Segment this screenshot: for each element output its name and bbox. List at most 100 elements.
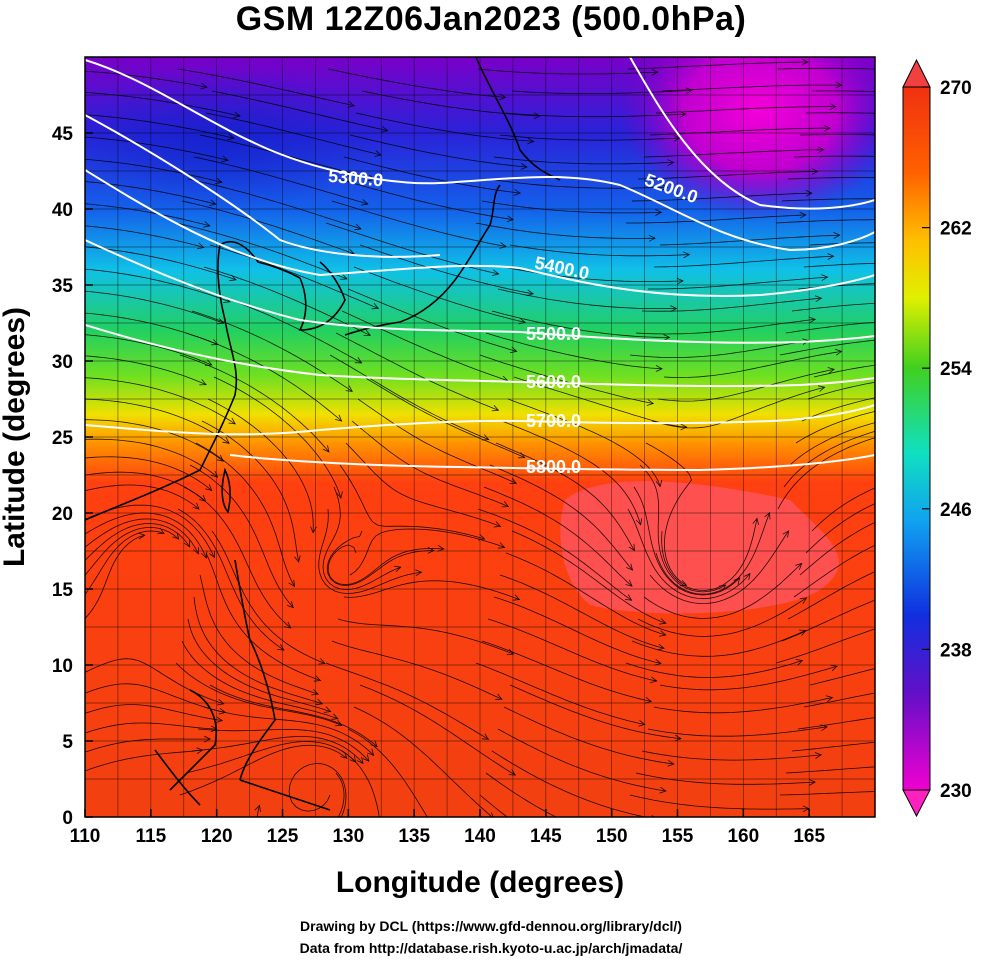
streamline bbox=[209, 684, 378, 747]
streamline bbox=[85, 246, 237, 281]
contour-label-5500: 5500.0 bbox=[526, 324, 581, 344]
streamline-arrow bbox=[952, 70, 958, 76]
streamline bbox=[211, 90, 388, 131]
streamline bbox=[179, 354, 330, 453]
streamline-arrow bbox=[362, 754, 370, 762]
streamline bbox=[795, 410, 875, 444]
grid bbox=[85, 57, 875, 817]
streamline bbox=[85, 738, 211, 753]
streamline bbox=[477, 508, 632, 601]
streamline bbox=[493, 156, 674, 165]
streamline bbox=[337, 618, 514, 655]
streamline bbox=[487, 178, 668, 189]
x-axis-ticks: 110 115 120 125 130 135 140 145 150 155 160 165 bbox=[70, 809, 825, 847]
streamline-arrow bbox=[657, 643, 665, 651]
streamline-arrow bbox=[799, 211, 807, 219]
streamline bbox=[477, 68, 658, 75]
streamline-arrow bbox=[659, 618, 667, 625]
streamline-arrow bbox=[972, 280, 978, 286]
streamline bbox=[651, 386, 825, 429]
streamline-arrow bbox=[374, 150, 382, 157]
streamline-arrow bbox=[661, 183, 669, 191]
streamline bbox=[493, 596, 662, 664]
streamline bbox=[337, 178, 514, 220]
streamline bbox=[347, 728, 428, 817]
streamline bbox=[503, 706, 674, 765]
streamline bbox=[343, 156, 521, 194]
streamline bbox=[657, 368, 835, 402]
streamline-arrow bbox=[811, 168, 819, 175]
streamline bbox=[648, 276, 828, 290]
streamline-arrow bbox=[978, 261, 982, 267]
streamline bbox=[631, 630, 806, 657]
streamline bbox=[353, 706, 493, 817]
streamline bbox=[197, 728, 370, 762]
streamline bbox=[187, 618, 331, 712]
streamline bbox=[85, 290, 224, 324]
streamline bbox=[85, 518, 199, 554]
y-tick-label: 35 bbox=[52, 276, 74, 297]
streamline-arrow bbox=[625, 579, 633, 587]
streamline bbox=[195, 442, 295, 587]
streamline bbox=[85, 526, 180, 576]
streamline bbox=[643, 149, 824, 158]
streamline-arrow bbox=[394, 565, 402, 573]
streamline bbox=[781, 198, 875, 202]
x-tick-label: 115 bbox=[136, 826, 167, 847]
streamline-arrow bbox=[814, 295, 823, 303]
streamline bbox=[775, 628, 875, 664]
streamline bbox=[85, 471, 206, 502]
streamline bbox=[805, 112, 875, 114]
streamline bbox=[349, 528, 505, 576]
streamline bbox=[777, 437, 875, 510]
streamline bbox=[509, 244, 690, 257]
streamline bbox=[327, 68, 506, 98]
streamline bbox=[497, 288, 677, 309]
streamline-arrow bbox=[673, 134, 681, 142]
streamline bbox=[85, 534, 145, 620]
streamline bbox=[495, 442, 635, 551]
streamline bbox=[491, 750, 647, 817]
streamline bbox=[347, 288, 517, 352]
streamline bbox=[339, 464, 485, 540]
streamline bbox=[85, 683, 226, 713]
streamline bbox=[645, 442, 692, 586]
x-tick-label: 160 bbox=[727, 826, 759, 847]
streamline bbox=[85, 512, 207, 559]
streamline-arrow bbox=[953, 332, 959, 338]
streamline bbox=[85, 484, 200, 510]
streamline bbox=[193, 156, 368, 205]
streamline-arrow bbox=[322, 445, 330, 453]
streamline-arrow bbox=[510, 346, 518, 354]
streamline bbox=[659, 665, 838, 691]
streamline-arrow bbox=[827, 253, 835, 260]
streamline-arrow bbox=[795, 659, 804, 666]
streamline bbox=[803, 692, 875, 708]
streamline bbox=[181, 640, 339, 720]
streamline bbox=[637, 170, 818, 180]
streamline bbox=[513, 376, 687, 428]
streamline-arrow bbox=[513, 189, 522, 196]
streamline-arrow bbox=[974, 137, 980, 143]
streamline-arrow bbox=[354, 223, 362, 231]
contour-label-5700: 5700.0 bbox=[526, 411, 581, 431]
y-axis-label: Latitude (degrees) bbox=[0, 306, 31, 568]
streamline bbox=[199, 574, 319, 695]
streamline bbox=[85, 749, 203, 772]
colorbar-tick-label: 270 bbox=[940, 78, 972, 99]
streamline bbox=[799, 134, 875, 136]
streamline bbox=[661, 84, 842, 92]
streamline-arrow bbox=[204, 735, 212, 743]
y-tick-label: 20 bbox=[52, 504, 73, 525]
streamline bbox=[797, 717, 875, 730]
contour-label-5800: 5800.0 bbox=[526, 457, 581, 477]
streamline bbox=[649, 530, 789, 605]
streamline-arrow bbox=[172, 532, 180, 540]
streamline-arrow bbox=[650, 676, 658, 684]
streamline-arrow bbox=[336, 491, 343, 499]
streamline bbox=[85, 355, 207, 385]
x-tick-label: 120 bbox=[201, 826, 233, 847]
streamline-arrow bbox=[959, 316, 965, 322]
streamline-arrow bbox=[356, 756, 364, 765]
streamline-arrow bbox=[518, 317, 526, 325]
